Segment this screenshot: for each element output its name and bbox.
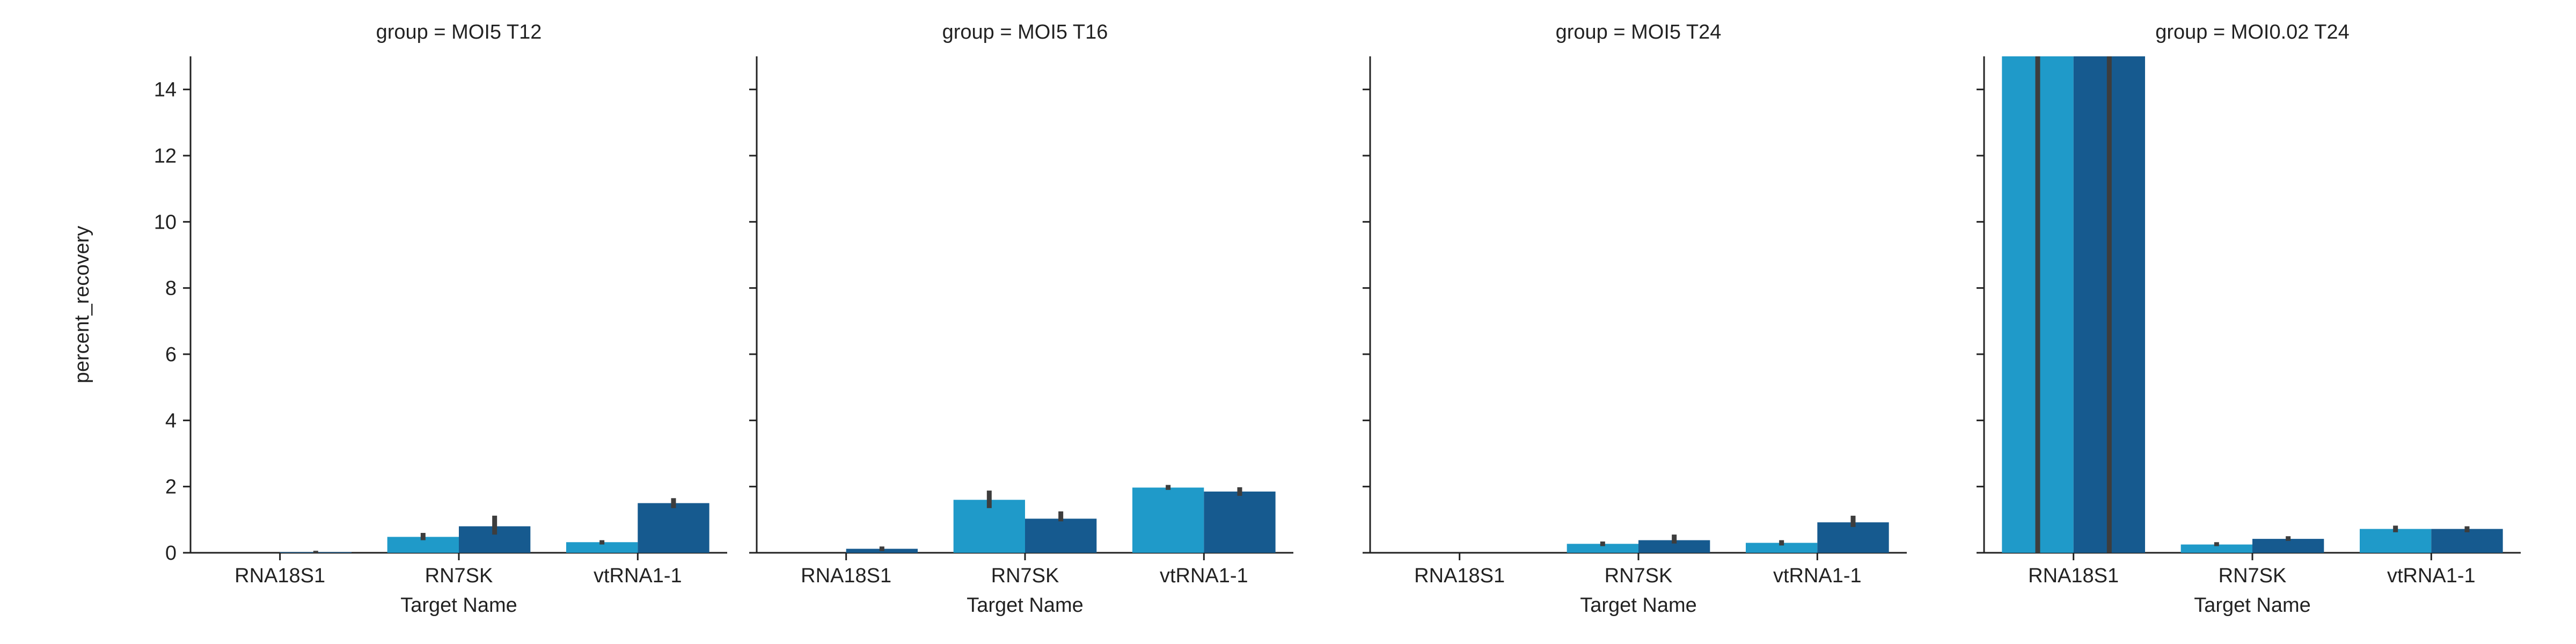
x-tick-label: vtRNA1-1 (1160, 565, 1248, 587)
bar-RN7SK-series-2 (1638, 540, 1710, 553)
bar-vtRNA1-1-series-2 (2431, 529, 2503, 553)
bar-vtRNA1-1-series-1 (1132, 487, 1204, 553)
x-axis-label: Target Name (967, 594, 1084, 617)
x-tick-label: RNA18S1 (235, 565, 325, 587)
bar-RN7SK-series-1 (953, 500, 1025, 553)
panel-title: group = MOI0.02 T24 (2155, 21, 2350, 43)
panel-title: group = MOI5 T16 (942, 21, 1108, 43)
bars-group (280, 498, 709, 553)
y-tick-label: 14 (154, 79, 177, 101)
x-axis-label: Target Name (1580, 594, 1697, 617)
bars-group (846, 485, 1276, 553)
bar-RN7SK-series-1 (1567, 544, 1638, 553)
x-tick-label: RNA18S1 (2028, 565, 2119, 587)
y-axis-label: percent_recovery (71, 226, 93, 384)
bar-vtRNA1-1-series-1 (2360, 529, 2432, 553)
y-tick-label: 0 (165, 542, 177, 565)
y-tick-label: 10 (154, 211, 177, 233)
bar-vtRNA1-1-series-1 (1746, 543, 1818, 553)
bars-group (2002, 56, 2503, 553)
y-tick-label: 12 (154, 145, 177, 167)
x-tick-label: RNA18S1 (801, 565, 891, 587)
bar-vtRNA1-1-series-1 (566, 542, 638, 553)
x-axis-label: Target Name (400, 594, 517, 617)
y-tick-label: 4 (165, 409, 177, 432)
bar-vtRNA1-1-series-2 (1204, 491, 1276, 553)
x-tick-label: RNA18S1 (1414, 565, 1505, 587)
x-tick-label: RN7SK (2219, 565, 2287, 587)
x-tick-label: RN7SK (425, 565, 493, 587)
x-tick-label: RN7SK (1605, 565, 1673, 587)
bar-RN7SK-series-1 (2180, 544, 2252, 553)
bar-vtRNA1-1-series-2 (1817, 522, 1889, 553)
facet-panel-3: group = MOI5 T24 RNA18S1 RN7SK vtRNA1-1 Targ… (1363, 21, 1907, 617)
panel-title: group = MOI5 T12 (376, 21, 542, 43)
x-axis-label: Target Name (2194, 594, 2311, 617)
facet-panel-2: group = MOI5 T16 RNA18S1 RN7SK vtRNA1-1 Targ… (749, 21, 1293, 617)
y-tick-label: 6 (165, 343, 177, 366)
facet-panel-4: group = MOI0.02 T24 RNA18S1 RN7SK vtRNA1-1 T… (1977, 21, 2521, 617)
x-tick-label: RN7SK (991, 565, 1059, 587)
bar-RN7SK-series-2 (1025, 518, 1097, 553)
y-tick-label: 2 (165, 476, 177, 499)
y-tick-label: 8 (165, 277, 177, 300)
x-tick-label: vtRNA1-1 (594, 565, 682, 587)
bar-vtRNA1-1-series-2 (638, 503, 709, 553)
x-tick-label: vtRNA1-1 (1773, 565, 1862, 587)
facet-panel-1: group = MOI5 T12 0 2 4 6 8 10 12 14 percent_recov… (71, 21, 727, 617)
bar-RN7SK-series-2 (2252, 539, 2324, 553)
x-tick-label: vtRNA1-1 (2387, 565, 2476, 587)
panel-title: group = MOI5 T24 (1556, 21, 1722, 43)
bars-group (1567, 515, 1889, 553)
